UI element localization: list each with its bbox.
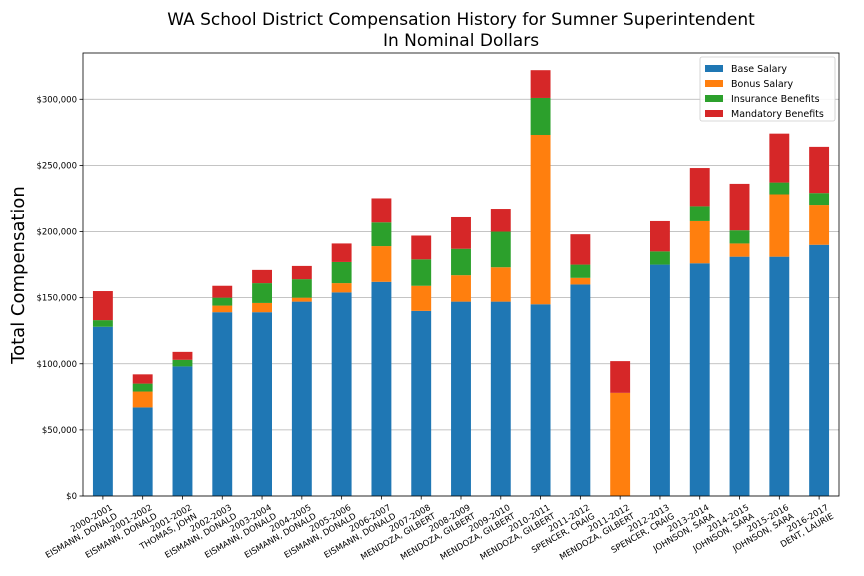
bar-segment [212,297,233,306]
bar-segment [729,183,750,231]
bar-segment [689,263,710,496]
y-tick-label: $300,000 [36,95,77,105]
bar-segment [132,374,153,384]
bar-segment [291,265,312,280]
y-tick-label: $250,000 [36,161,77,171]
legend-swatch [705,110,723,117]
bar-segment [530,70,551,98]
bar-segment [331,283,352,293]
bar-segment [92,291,113,321]
bar-segment [252,269,272,284]
bar-segment [490,231,511,268]
x-axis-ticks: 2000-2001EISMANN, DONALD2001-2002EISMANN… [39,496,836,563]
bar-segment [371,222,392,247]
legend-label: Base Salary [731,64,787,75]
legend-label: Mandatory Benefits [731,109,824,120]
legend: Base Salary Bonus Salary Insurance Benefit… [699,56,836,122]
bar-segment [371,246,392,282]
bar-segment [451,248,471,276]
legend-box [699,56,836,122]
bar-segment [689,206,710,221]
bar-segment [490,209,511,232]
bar-segment [331,292,352,496]
y-tick-label: $50,000 [42,426,77,436]
bar-segment [291,297,312,302]
legend-label: Insurance Benefits [731,94,820,105]
bar-segment [212,305,233,313]
bar-segment [570,277,591,285]
bar-segment [809,193,830,206]
bar-segment [610,392,631,496]
bar-segment [650,220,670,252]
bar-segment [769,182,790,195]
bar-segment [212,285,233,298]
bar-segment [650,264,670,496]
bar-segment [729,230,750,244]
bar-segment [252,312,272,496]
bar-segment [291,301,312,496]
bar-segment [530,134,551,305]
bar-segment [451,301,471,496]
bar-segment [252,302,272,313]
bar-segment [451,275,471,302]
bar-segment [769,133,790,183]
bar-segment [212,312,233,496]
bar-segment [172,359,193,367]
legend-label: Bonus Salary [731,79,794,90]
y-axis-ticks: $0 $50,000 $100,000 $150,000 $200,000 $250,00… [36,95,83,502]
bar-segment [689,168,710,207]
bar-segment [809,244,830,496]
bar-segment [371,198,392,223]
bar-segment [570,234,591,265]
bar-segment [530,304,551,496]
bar-segment [92,326,113,496]
bar-segment [451,216,471,249]
chart-subtitle: In Nominal Dollars [383,31,539,51]
bar-segment [490,267,511,302]
bar-segment [530,97,551,135]
y-axis-label: Total Compensation [8,186,29,365]
bar-segment [411,310,432,496]
plot-frame [82,52,840,497]
bar-segment [769,194,790,257]
legend-swatch [705,65,723,72]
bar-segment [172,366,193,496]
bar-segment [252,283,272,303]
bar-segment [769,256,790,496]
bar-segment [291,279,312,298]
y-tick-label: $200,000 [36,228,77,238]
bar-segment [331,261,352,284]
bar-segment [729,243,750,257]
bar-segment [411,259,432,286]
bar-segment [411,285,432,311]
y-tick-label: $150,000 [36,294,77,304]
bar-segment [610,361,631,393]
bar-segment [411,235,432,260]
bar-segment [132,391,153,408]
bar-segment [570,284,591,496]
y-tick-label: $100,000 [36,360,77,370]
bar-segment [689,220,710,264]
bar-segment [331,243,352,262]
bar-segment [490,301,511,496]
legend-swatch [705,95,723,102]
y-tick-label: $0 [66,492,77,502]
bar-segment [371,281,392,496]
bar-segment [172,351,193,360]
bar-segment [570,264,591,278]
x-tick-label: 2000-2001EISMANN, DONALD [39,503,120,561]
chart-title: WA School District Compensation History … [167,10,755,30]
bars [92,70,830,496]
bar-segment [809,205,830,245]
bar-segment [809,146,830,194]
bar-segment [650,251,670,265]
legend-swatch [705,80,723,87]
bar-segment [132,383,153,392]
bar-segment [729,256,750,496]
bar-segment [92,320,113,327]
bar-segment [132,407,153,496]
